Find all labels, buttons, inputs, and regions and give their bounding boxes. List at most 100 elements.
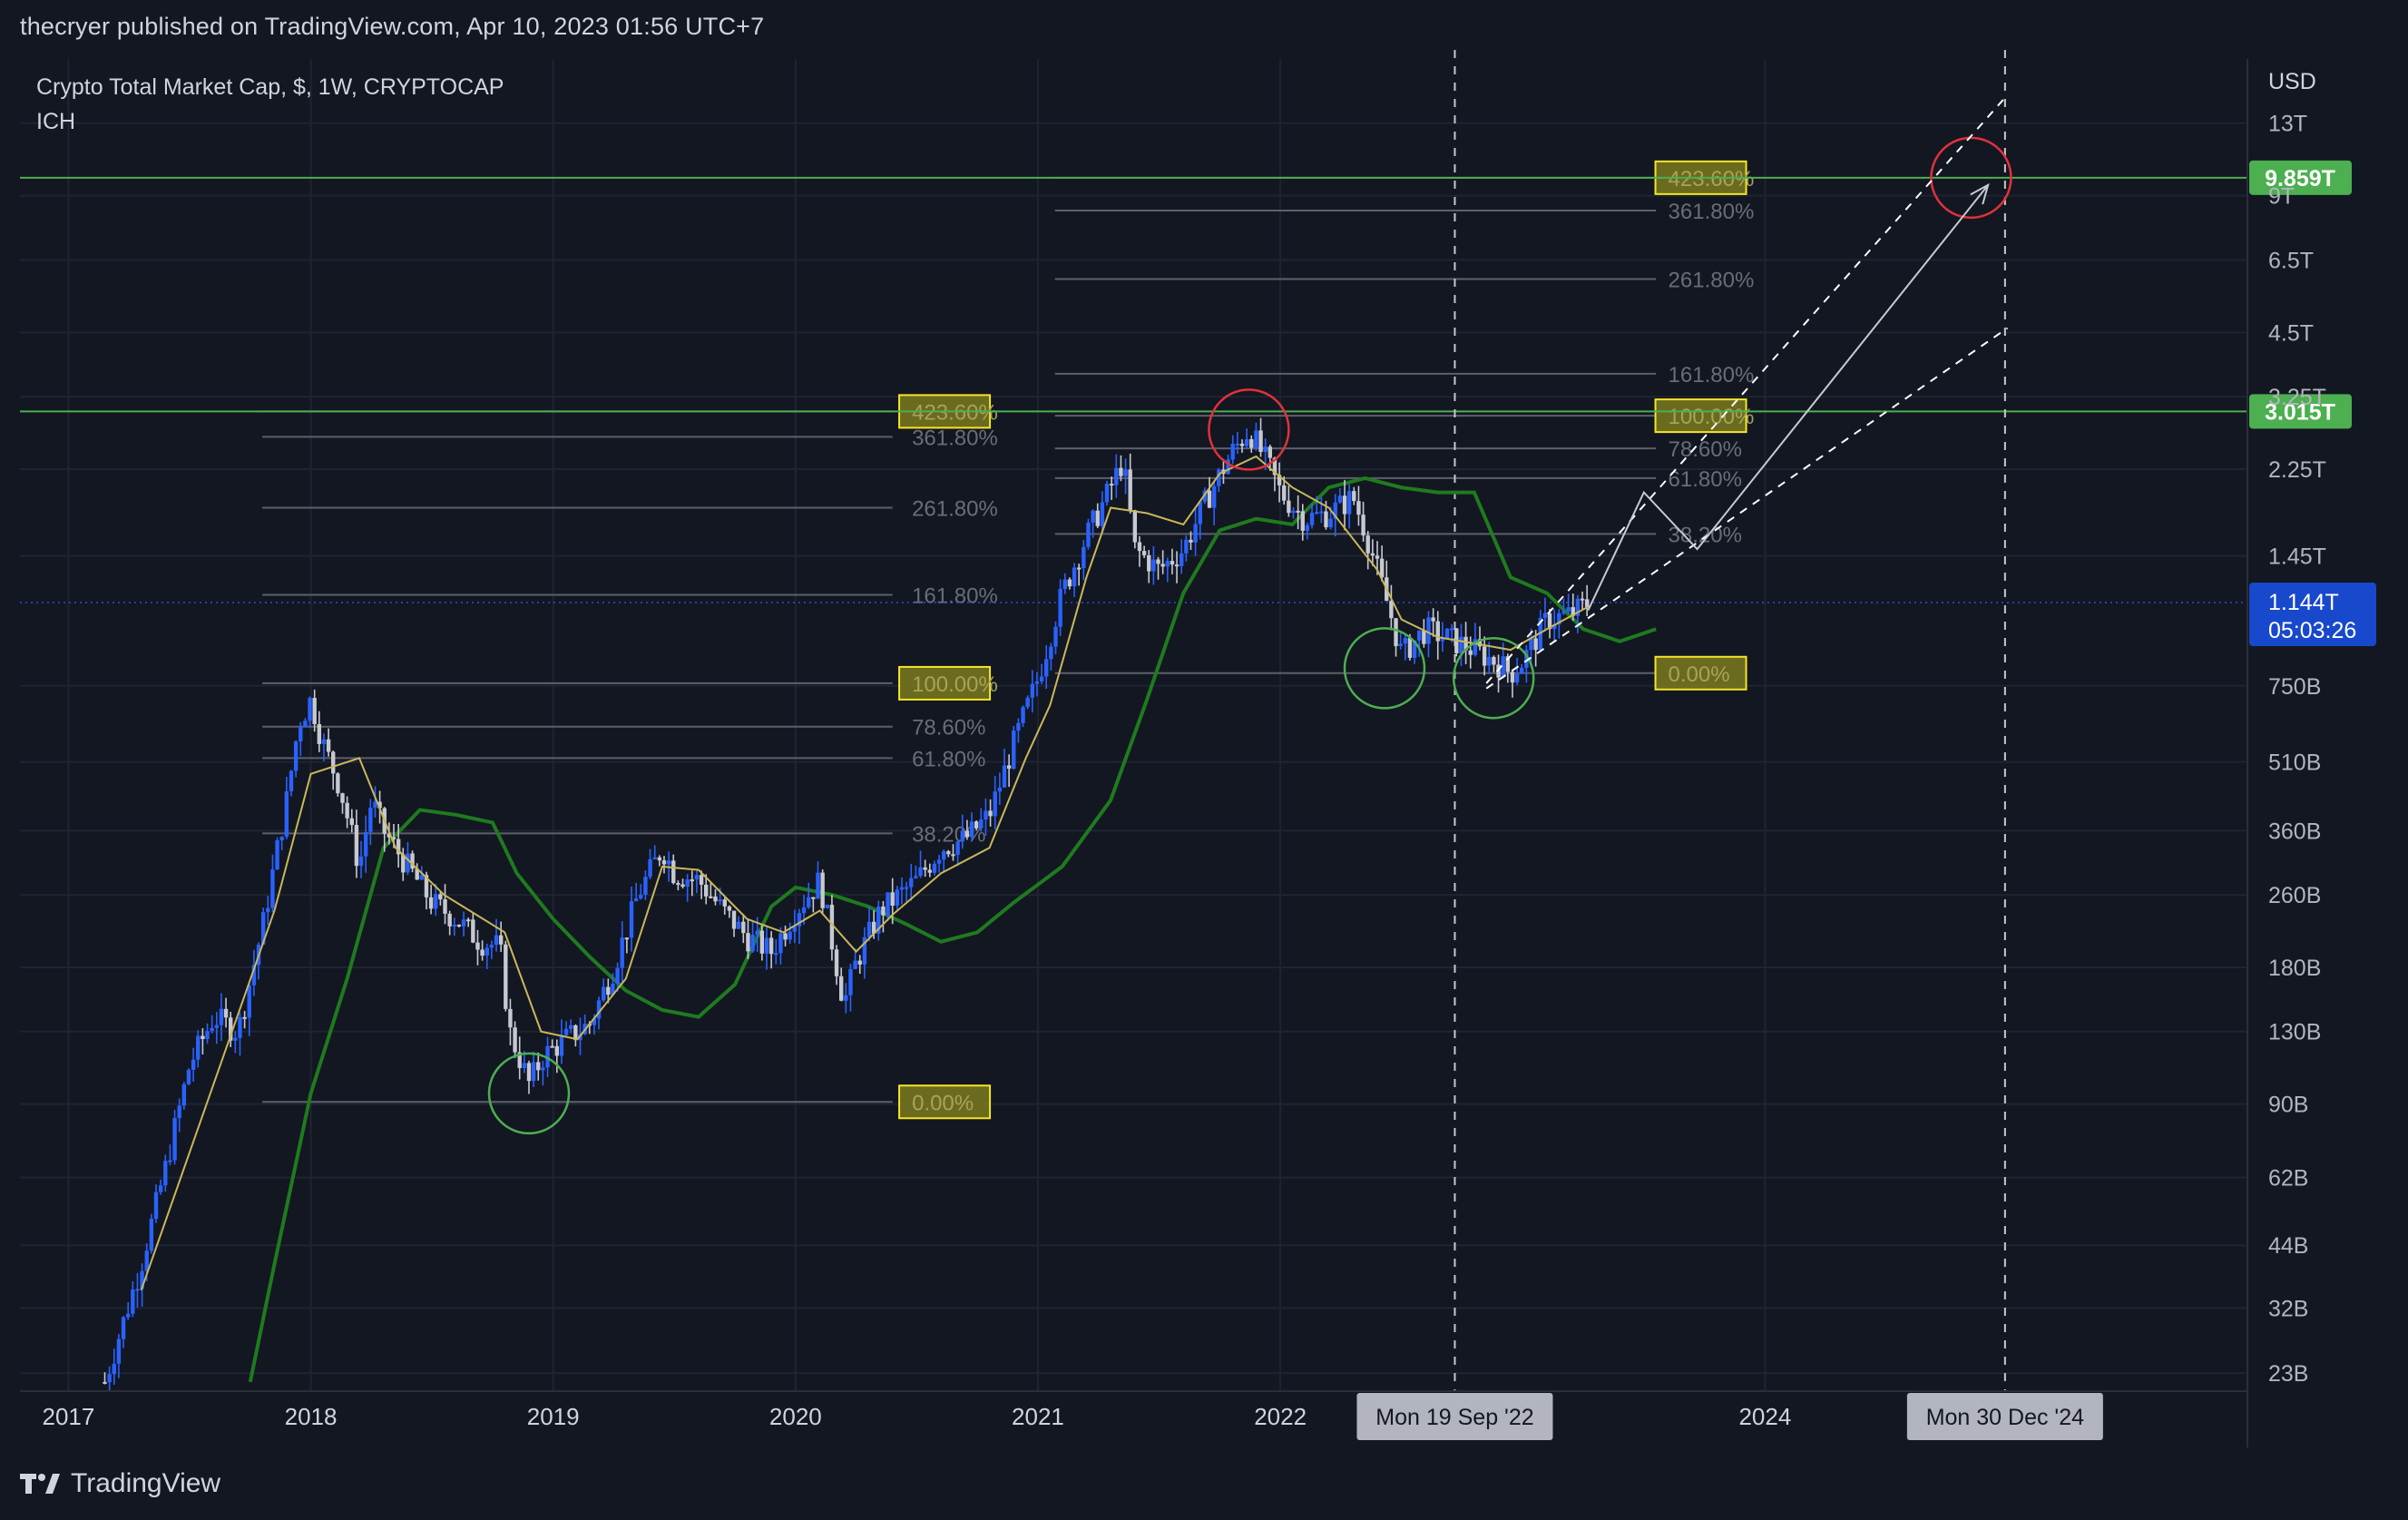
candle-body-15: [172, 1118, 177, 1161]
candle-body-87: [508, 1008, 513, 1028]
candle-body-113: [629, 901, 634, 938]
price-tick-260B: 260B: [2268, 883, 2321, 908]
year-tick-2018: 2018: [285, 1403, 338, 1430]
candle-body-7: [135, 1289, 140, 1291]
candle-body-238: [1211, 485, 1217, 508]
price-tick-6.5T: 6.5T: [2268, 248, 2314, 273]
candle-body-146: [783, 933, 788, 940]
candle-body-231: [1180, 553, 1184, 566]
candle-body-306: [1529, 638, 1533, 651]
date-marker-bg-0: [1356, 1393, 1553, 1440]
red-circle-0: [1208, 388, 1290, 471]
candle-body-66: [410, 853, 415, 869]
candle-body-230: [1174, 564, 1180, 567]
candle-body-163: [862, 937, 867, 965]
candle-body-187: [974, 821, 979, 829]
cloud-line: [248, 476, 1657, 1383]
fib-label-1-5: 78.60%: [1669, 437, 1742, 462]
footer: TradingView: [20, 1468, 220, 1499]
candle-body-239: [1217, 469, 1221, 486]
candle-body-282: [1417, 630, 1422, 641]
candle-body-2: [112, 1363, 116, 1375]
candle-body-289: [1449, 628, 1454, 631]
candle-body-298: [1492, 656, 1496, 665]
candle-body-38: [279, 836, 284, 841]
candle-body-241: [1226, 459, 1230, 475]
candle-body-312: [1557, 613, 1561, 625]
candle-body-36: [270, 869, 275, 908]
date-marker-bg-1: [1906, 1393, 2103, 1440]
candle-body-244: [1239, 443, 1245, 446]
candle-body-83: [489, 945, 494, 948]
candle-body-156: [829, 905, 835, 950]
candle-body-97: [554, 1045, 560, 1056]
candle-body-170: [895, 889, 900, 907]
candle-body-47: [321, 739, 327, 744]
candle-body-134: [727, 906, 732, 911]
candle-body-28: [233, 1037, 238, 1041]
fib-label-0-0: 423.60%: [912, 400, 998, 425]
candle-body-115: [639, 894, 643, 899]
candle-body-262: [1324, 511, 1328, 528]
candle-body-6: [131, 1290, 135, 1314]
candle-body-301: [1505, 656, 1511, 672]
candle-body-96: [550, 1045, 554, 1048]
candle-body-165: [871, 921, 876, 934]
candle-body-41: [293, 741, 299, 771]
candle-body-228: [1165, 561, 1170, 567]
candle-body-76: [456, 925, 462, 927]
candle-body-295: [1477, 639, 1483, 647]
price-tick-1.45T: 1.45T: [2268, 544, 2326, 570]
candle-body-181: [946, 851, 951, 855]
candle-body-20: [196, 1035, 201, 1060]
candle-body-135: [731, 910, 737, 929]
candle-body-224: [1147, 554, 1151, 572]
candle-body-124: [680, 884, 685, 887]
candle-body-89: [517, 1052, 522, 1068]
candle-body-232: [1184, 539, 1189, 554]
kijun-line-path: [140, 455, 1589, 1291]
candle-body-18: [186, 1069, 191, 1084]
candle-body-179: [936, 859, 942, 864]
indicator-label: ICH: [36, 109, 75, 134]
candle-body-99: [563, 1028, 569, 1035]
candle-body-261: [1319, 511, 1324, 514]
candle-body-288: [1444, 628, 1450, 639]
candle-body-84: [494, 935, 499, 946]
candle-body-205: [1058, 588, 1062, 627]
candle-body-234: [1193, 524, 1198, 543]
candle-body-121: [666, 860, 671, 865]
green-circle-1: [1343, 627, 1426, 710]
candle-body-183: [955, 841, 960, 856]
candle-body-29: [238, 1016, 242, 1038]
candle-body-174: [914, 876, 918, 878]
fib-label-1-3: 161.80%: [1669, 363, 1755, 387]
fib-label-0-4: 100.00%: [912, 672, 998, 697]
candle-body-188: [979, 819, 984, 829]
candle-body-263: [1328, 518, 1333, 528]
price-badge-1: [2249, 394, 2352, 429]
candle-body-202: [1044, 659, 1049, 677]
candle-body-13: [163, 1161, 168, 1186]
candle-body-223: [1141, 551, 1147, 555]
candle-body-293: [1468, 650, 1473, 655]
candle-body-19: [191, 1059, 196, 1070]
candle-body-140: [755, 930, 759, 936]
candle-body-120: [661, 860, 667, 865]
candle-body-208: [1072, 567, 1077, 587]
candle-body-26: [223, 1008, 229, 1018]
candle-body-3: [116, 1339, 122, 1364]
candle-body-286: [1435, 621, 1440, 642]
candle-body-148: [792, 926, 798, 932]
candle-body-214: [1100, 502, 1105, 526]
candle-body-94: [541, 1067, 545, 1071]
candle-body-315: [1571, 607, 1575, 616]
candle-body-16: [177, 1105, 181, 1119]
candles: [103, 417, 1590, 1392]
candle-body-118: [652, 857, 657, 859]
candle-body-52: [345, 802, 349, 819]
candle-body-260: [1314, 512, 1319, 515]
price-badge-text-1: 3.015T: [2265, 399, 2335, 425]
candle-body-178: [932, 863, 937, 873]
